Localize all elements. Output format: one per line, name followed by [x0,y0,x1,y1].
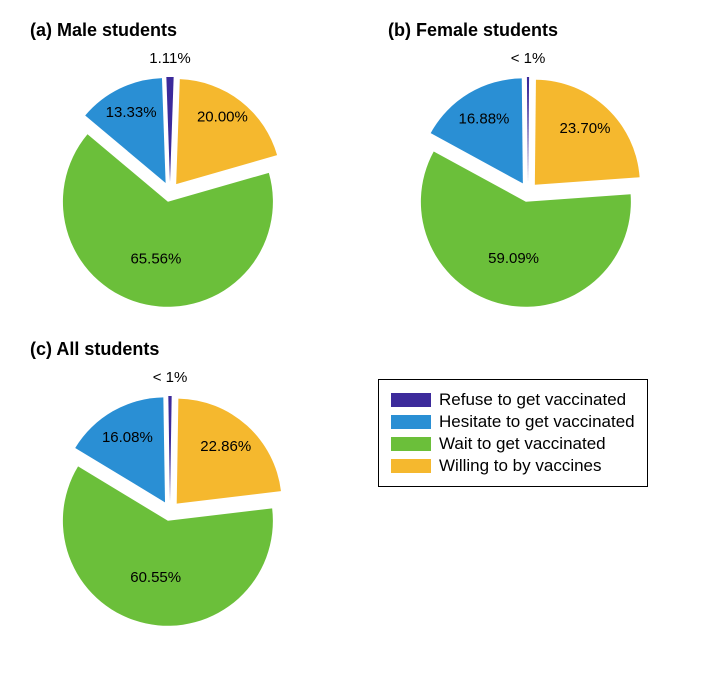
slice-label: 22.86% [200,438,251,455]
legend-item-wait: Wait to get vaccinated [391,434,635,454]
legend-swatch-hesitate [391,415,431,429]
legend-label-hesitate: Hesitate to get vaccinated [439,412,635,432]
panel-c: (c) All students < 1% 22.86% 60.55% 16.08% [20,339,348,638]
slice-label: 59.09% [488,250,539,267]
slice-label: 23.70% [560,120,611,137]
pie-slice [527,77,529,182]
slice-label: 65.56% [130,250,181,267]
panel-a: (a) Male students 1.11% 20.00% 65.56% 13.33… [20,20,348,319]
legend-item-hesitate: Hesitate to get vaccinated [391,412,635,432]
slice-label: 20.00% [197,109,248,126]
legend-swatch-willing [391,459,431,473]
slice-label: < 1% [511,50,546,67]
legend-label-willing: Willing to by vaccines [439,456,602,476]
panel-b-chart: < 1% 23.70% 59.09% 16.88% [378,49,678,319]
slice-label: 16.88% [459,111,510,128]
panel-a-chart: 1.11% 20.00% 65.56% 13.33% [20,49,320,319]
legend-swatch-refuse [391,393,431,407]
slice-label: 60.55% [130,569,181,586]
pie-slice [168,396,171,501]
legend-label-wait: Wait to get vaccinated [439,434,606,454]
chart-grid: (a) Male students 1.11% 20.00% 65.56% 13.33… [20,20,706,638]
legend-item-refuse: Refuse to get vaccinated [391,390,635,410]
legend-cell: Refuse to get vaccinated Hesitate to get… [378,339,706,638]
panel-b: (b) Female students < 1% 23.70% 59.09% 16.8… [378,20,706,319]
legend-swatch-wait [391,437,431,451]
panel-a-title: (a) Male students [20,20,348,41]
panel-b-title: (b) Female students [378,20,706,41]
panel-c-chart: < 1% 22.86% 60.55% 16.08% [20,368,320,638]
slice-label: < 1% [153,369,188,386]
panel-c-title: (c) All students [20,339,348,360]
pie-slice [176,79,277,184]
legend-label-refuse: Refuse to get vaccinated [439,390,626,410]
slice-label: 16.08% [102,429,153,446]
slice-label: 13.33% [106,104,157,121]
legend-item-willing: Willing to by vaccines [391,456,635,476]
pie-slice [166,77,173,182]
legend-box: Refuse to get vaccinated Hesitate to get… [378,379,648,487]
slice-label: 1.11% [149,50,190,67]
